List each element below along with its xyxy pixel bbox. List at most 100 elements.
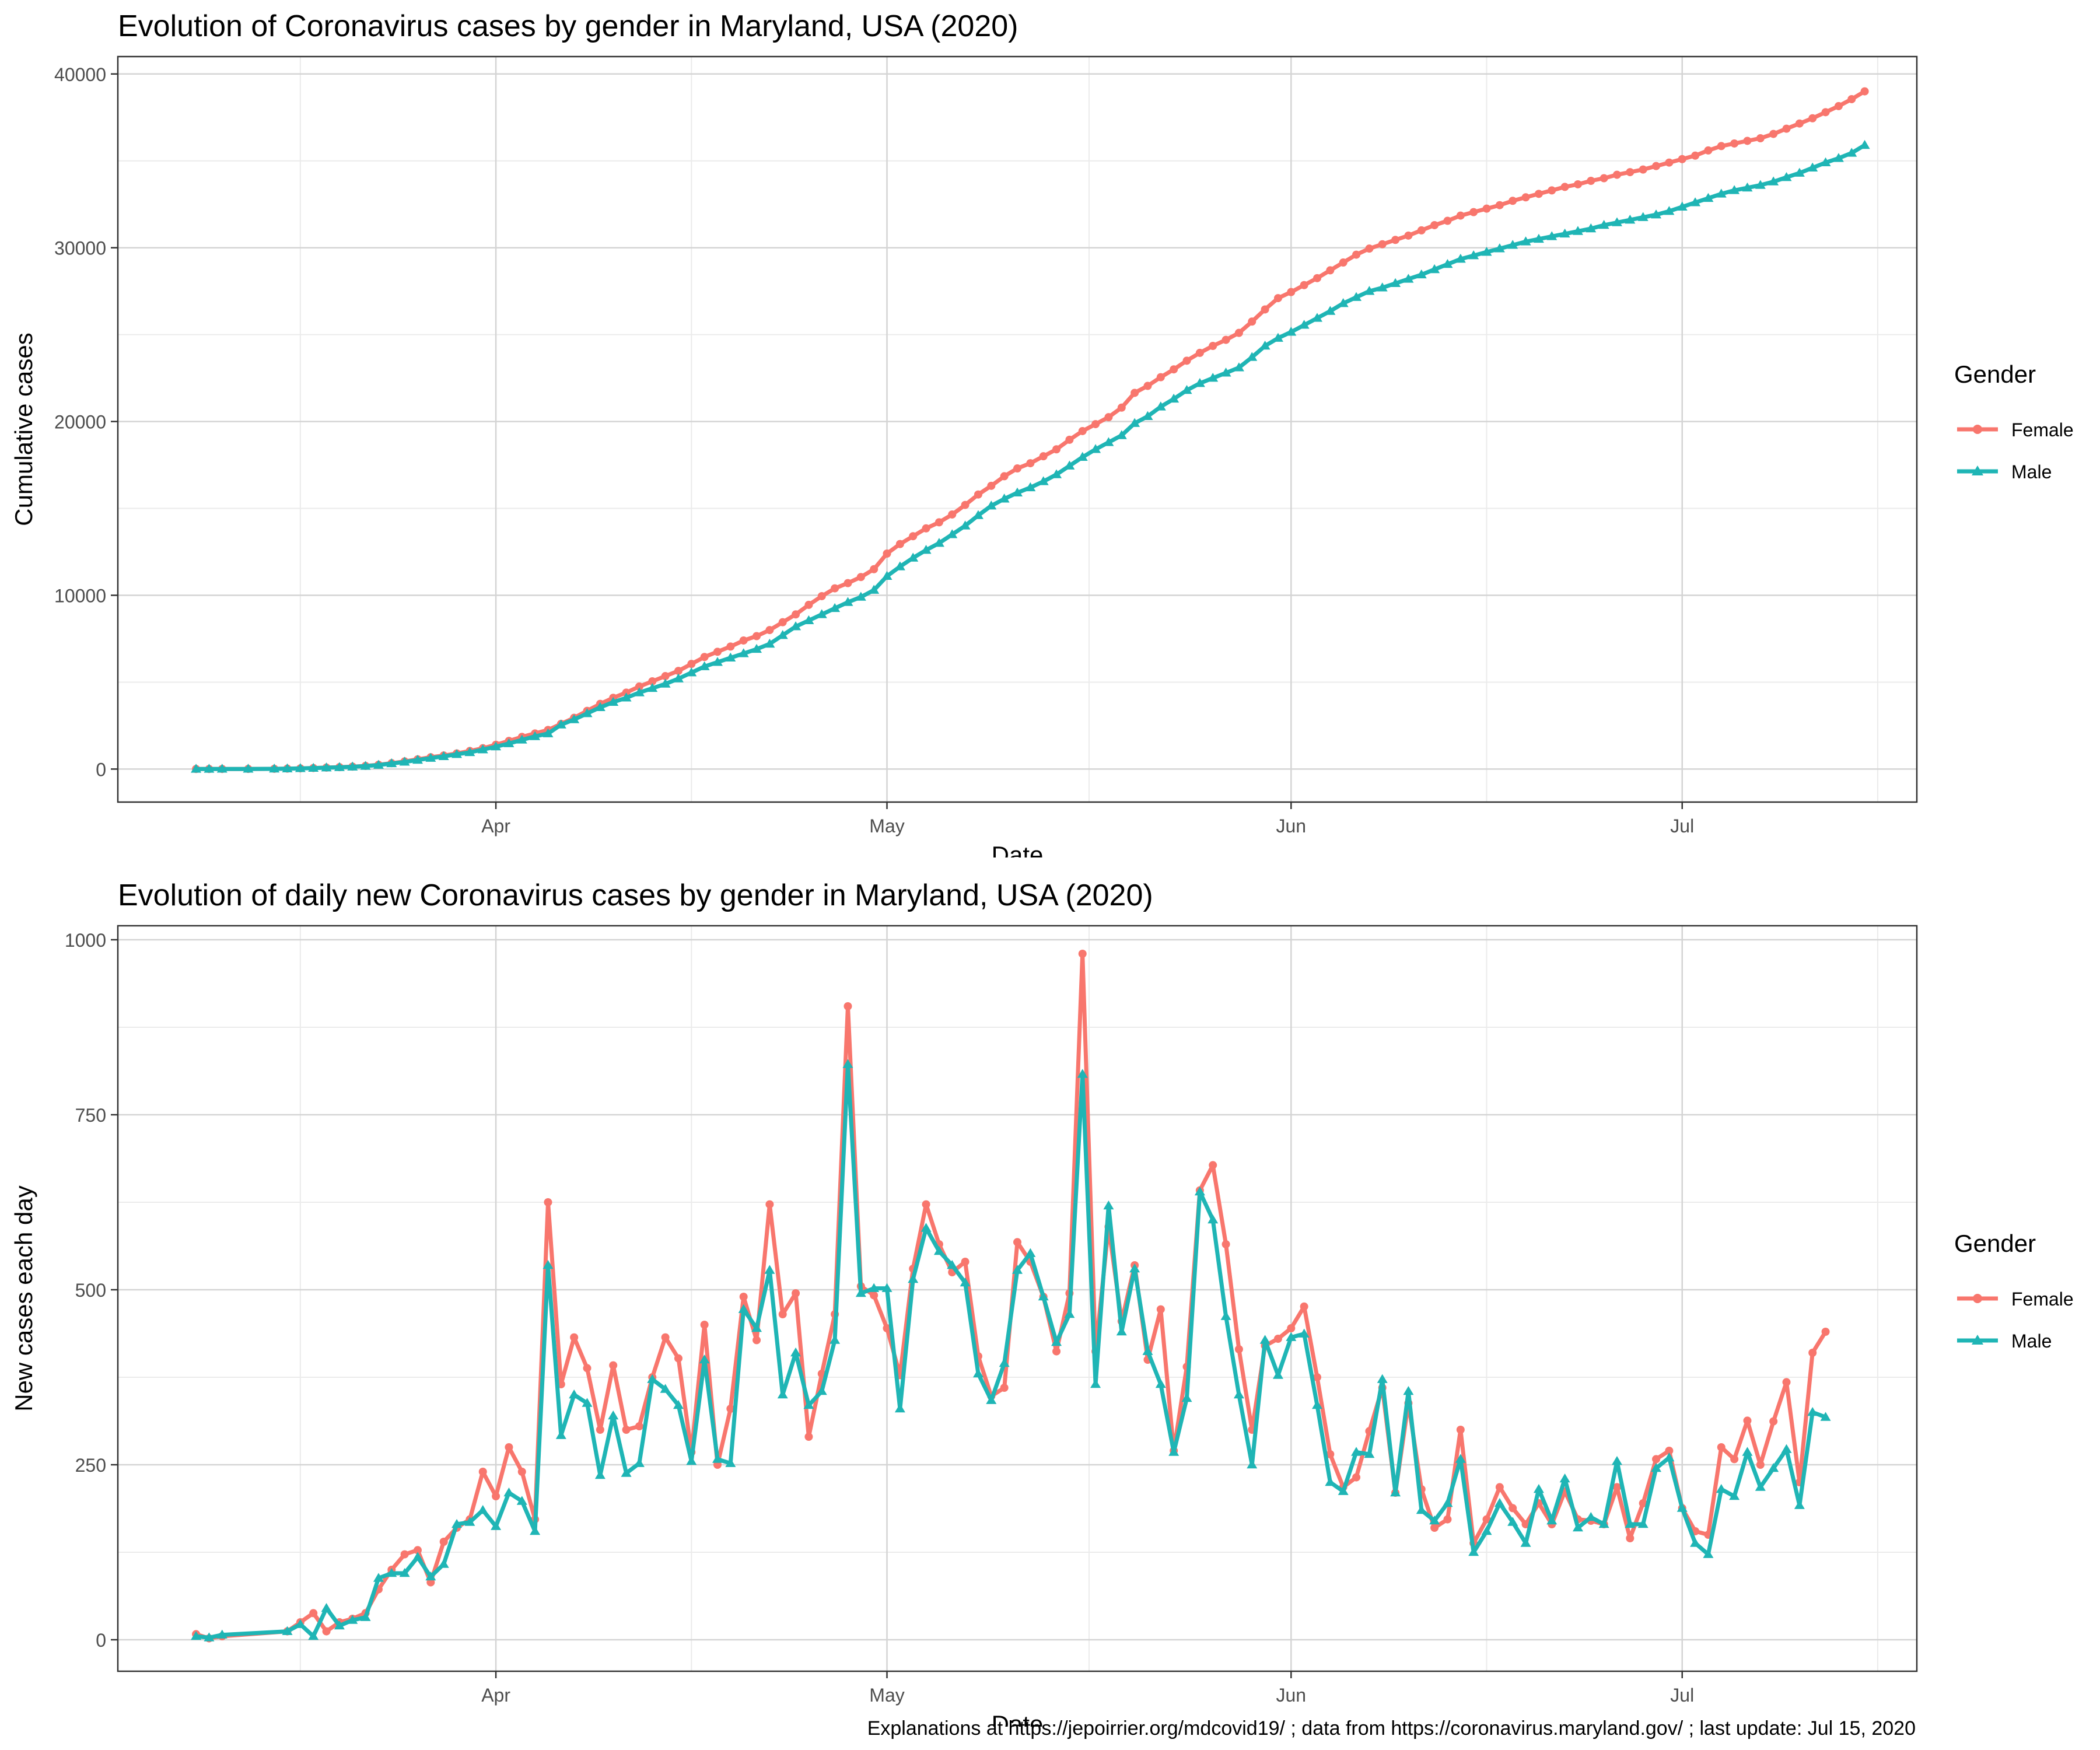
data-point [1704,146,1713,155]
data-point [308,1631,319,1640]
legend-label: Female [2011,419,2074,440]
data-point [438,751,449,760]
data-point [1078,950,1087,958]
grid-lines [118,57,1917,802]
series-line-female [196,89,1866,771]
data-point [1013,464,1021,473]
data-point [792,610,800,619]
y-axis-label: Cumulative cases [10,332,37,526]
data-point [491,1521,502,1530]
data-point [621,692,632,702]
data-point [1233,362,1244,372]
grid-lines [118,926,1917,1671]
data-point [1482,204,1491,213]
data-point [1352,250,1361,259]
data-point [894,561,905,570]
data-point [1598,1519,1609,1528]
data-point [1248,317,1256,326]
data-point [204,764,215,773]
data-point [1639,165,1647,174]
data-point [1443,1515,1452,1524]
data-point [661,672,670,681]
data-point [816,1386,827,1395]
data-point [1546,1516,1558,1525]
data-point [1717,1443,1726,1451]
data-point [452,749,463,758]
data-point [477,1505,488,1514]
data-point [1286,1332,1297,1341]
data-point [1807,162,1818,172]
data-point [1546,231,1558,240]
data-point [922,524,930,533]
data-point [855,1288,866,1297]
data-point [1194,1186,1205,1196]
data-point [1325,1477,1336,1486]
data-point [660,1384,671,1393]
data-point [686,667,697,677]
data-point [477,744,488,754]
data-point [1208,1214,1219,1224]
data-point [831,584,839,593]
data-point [1430,1524,1439,1532]
data-point [933,1246,944,1255]
data-point [1170,365,1178,374]
data-point [1222,335,1230,344]
data-point [1090,444,1101,453]
data-point [1259,341,1270,350]
data-point [1038,476,1049,485]
legend: Gender Female Male [1954,360,2074,482]
data-point [583,1364,592,1373]
data-point [908,1274,919,1283]
data-point [752,632,761,640]
data-point [1860,87,1869,96]
data-point [634,687,645,696]
series-female [192,87,1869,774]
data-point [1052,445,1061,454]
data-point [725,652,736,662]
data-point [1194,378,1205,387]
y-axis-label: New cases each day [10,1185,37,1412]
data-point [360,761,371,770]
data-point [1572,1522,1583,1532]
data-point [830,1335,841,1344]
data-point [713,648,722,656]
data-point [1820,1412,1831,1421]
x-tick-label: Jul [1670,816,1694,836]
data-point [1743,136,1752,145]
data-point [1625,1519,1636,1528]
data-point [1052,1347,1061,1356]
y-tick-label: 750 [75,1105,106,1126]
data-point [1716,188,1727,198]
x-tick-label: May [869,816,904,836]
data-point [452,1519,463,1528]
data-point [1534,190,1543,198]
data-point [1808,114,1817,123]
data-point [596,1426,604,1434]
data-point [738,648,749,657]
data-point [1520,236,1531,246]
data-point [1820,157,1831,167]
data-point [881,570,892,580]
data-point [1626,168,1634,177]
data-point [1051,1337,1062,1346]
data-point [1209,342,1217,351]
data-point [1013,1238,1021,1247]
x-tick-label: Jun [1276,816,1307,836]
data-point [986,1395,997,1404]
data-point [1000,1384,1009,1392]
data-point [464,747,475,757]
data-point [751,1323,762,1332]
data-point [1129,418,1140,427]
data-point [321,1603,332,1612]
data-point [1416,269,1427,279]
data-point [1259,1335,1270,1344]
data-point [1142,1346,1153,1355]
data-point [1507,240,1518,249]
data-point [1716,1484,1727,1493]
data-point [1755,1482,1766,1491]
data-point [870,565,878,573]
data-point [1756,134,1765,143]
data-point [792,1289,800,1297]
data-point [1794,1500,1805,1509]
data-point [1626,1534,1634,1542]
